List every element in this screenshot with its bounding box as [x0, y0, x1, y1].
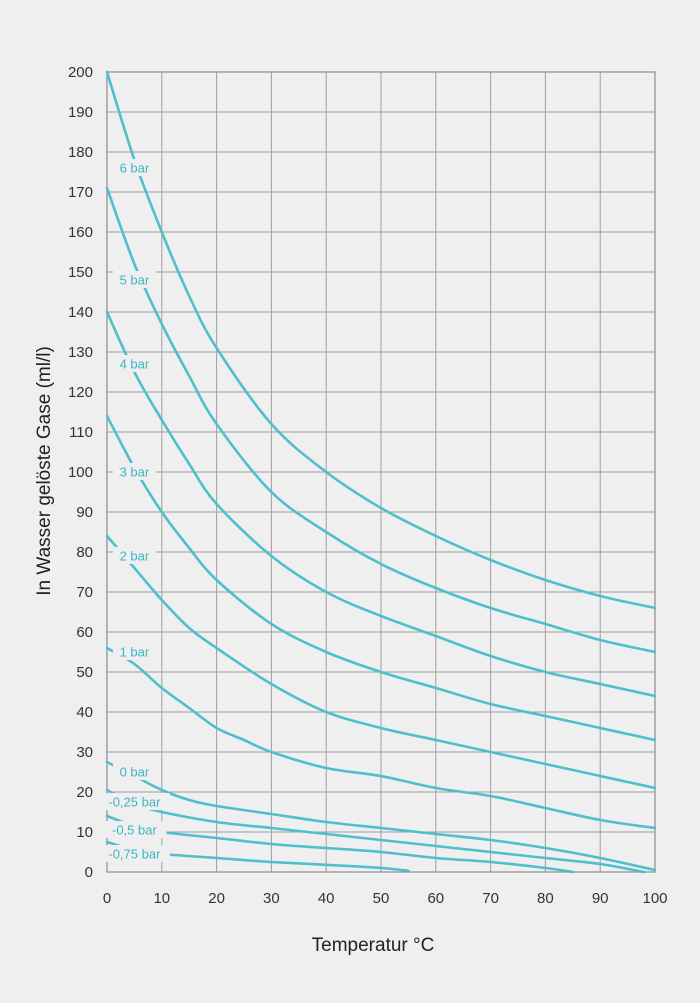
y-tick-label: 30: [76, 744, 93, 761]
y-tick-labels: 0 10 20 30 40 50 60 70 80 90 100 110 120 130 140 150 160…: [68, 64, 93, 881]
series-line: [105, 534, 657, 790]
x-axis-title: Temperatur °C: [312, 935, 435, 956]
y-axis-title: In Wasser gelöste Gase (ml/l): [34, 346, 55, 596]
series-label-bg: [112, 643, 156, 660]
series-label: 3 bar: [120, 465, 150, 480]
series-label: 1 bar: [120, 645, 150, 660]
series-label: 4 bar: [120, 357, 150, 372]
series-label: 5 bar: [120, 273, 150, 288]
series-label: -0,75 bar: [108, 847, 161, 862]
series-label: -0,5 bar: [112, 823, 157, 838]
y-tick-label: 150: [68, 264, 93, 281]
x-tick-label: 80: [537, 890, 554, 907]
x-tick-label: 20: [208, 890, 225, 907]
series-curves: [105, 70, 657, 874]
y-tick-label: 20: [76, 784, 93, 801]
y-tick-label: 130: [68, 344, 93, 361]
series-line: [105, 646, 657, 830]
series-label-bg: [112, 547, 156, 564]
y-tick-label: 140: [68, 304, 93, 321]
x-tick-label: 40: [318, 890, 335, 907]
y-tick-label: 90: [76, 504, 93, 521]
series-line: [105, 760, 657, 872]
x-tick-label: 100: [642, 890, 667, 907]
series-line: [105, 70, 657, 610]
y-tick-label: 70: [76, 584, 93, 601]
series-labels: 6 bar 5 bar 4 bar 3 bar 2 bar 1 bar 0 bar -0,25…: [98, 159, 170, 862]
y-tick-label: 0: [85, 864, 93, 881]
series-label: 2 bar: [120, 549, 150, 564]
x-tick-label: 70: [482, 890, 499, 907]
x-tick-label: 10: [153, 890, 170, 907]
series-label-bg: [98, 845, 170, 862]
y-tick-label: 180: [68, 144, 93, 161]
y-tick-label: 170: [68, 184, 93, 201]
x-tick-label: 30: [263, 890, 280, 907]
series-label-bg: [112, 355, 156, 372]
y-tick-label: 10: [76, 824, 93, 841]
series-line: [105, 414, 657, 742]
series-label-bg: [112, 271, 156, 288]
y-tick-label: 60: [76, 624, 93, 641]
series-label: -0,25 bar: [108, 795, 161, 810]
y-tick-label: 160: [68, 224, 93, 241]
series-line: [105, 788, 646, 874]
plot-frame: [106, 71, 656, 873]
y-tick-label: 100: [68, 464, 93, 481]
series-line: [105, 310, 657, 698]
x-tick-label: 50: [373, 890, 390, 907]
x-tick-labels: 0 10 20 30 40 50 60 70 80 90 100: [103, 890, 668, 907]
x-tick-label: 90: [592, 890, 609, 907]
series-label-bg: [98, 793, 170, 810]
grid: [106, 71, 656, 873]
y-tick-label: 40: [76, 704, 93, 721]
series-label: 0 bar: [120, 765, 150, 780]
y-tick-label: 110: [69, 424, 93, 441]
y-tick-label: 200: [68, 64, 93, 81]
series-label: 6 bar: [120, 161, 150, 176]
series-label-bg: [112, 763, 156, 780]
series-label-bg: [112, 463, 156, 480]
y-tick-label: 50: [76, 664, 93, 681]
series-label-bg: [112, 159, 156, 176]
y-tick-label: 120: [68, 384, 93, 401]
y-tick-label: 190: [68, 104, 93, 121]
y-tick-label: 80: [76, 544, 93, 561]
x-tick-label: 0: [103, 890, 111, 907]
x-tick-label: 60: [427, 890, 444, 907]
series-label-bg: [102, 821, 167, 838]
series-line: [105, 186, 657, 654]
